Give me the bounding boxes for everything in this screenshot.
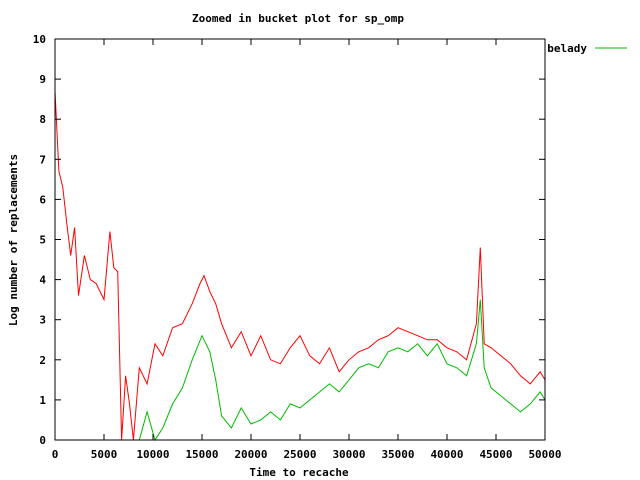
y-axis-label: Log number of replacements [7, 154, 20, 326]
x-tick-label: 0 [52, 448, 59, 461]
y-tick-label: 2 [39, 354, 46, 367]
x-tick-label: 5000 [91, 448, 118, 461]
series-layer [54, 91, 546, 442]
x-tick-label: 15000 [185, 448, 218, 461]
x-tick-label: 10000 [136, 448, 169, 461]
y-tick-label: 7 [39, 153, 46, 166]
y-tick-label: 4 [39, 274, 46, 287]
y-tick-label: 3 [39, 314, 46, 327]
y-tick-label: 6 [39, 193, 46, 206]
x-tick-label: 40000 [430, 448, 463, 461]
chart-title: Zoomed in bucket plot for sp_omp [192, 12, 404, 25]
y-tick-label: 1 [39, 394, 46, 407]
y-tick-label: 5 [39, 234, 46, 247]
plot-frame [54, 38, 546, 441]
series-line-1 [138, 299, 546, 442]
legend-label: belady [547, 42, 587, 55]
legend: belady [547, 42, 627, 55]
series-line-0 [54, 91, 546, 441]
x-axis-label: Time to recache [249, 466, 349, 479]
y-tick-label: 8 [39, 113, 46, 126]
y-tick-label: 10 [33, 33, 46, 46]
y-tick-label: 9 [39, 73, 46, 86]
x-tick-label: 30000 [332, 448, 365, 461]
x-tick-label: 35000 [381, 448, 414, 461]
axes-layer: 0 5000 10000 15000 20000 25000 30000 35000 40000… [33, 33, 562, 461]
x-tick-label: 20000 [234, 448, 267, 461]
x-tick-label: 45000 [479, 448, 512, 461]
x-tick-label: 50000 [528, 448, 561, 461]
x-tick-label: 25000 [283, 448, 316, 461]
y-tick-label: 0 [39, 434, 46, 447]
